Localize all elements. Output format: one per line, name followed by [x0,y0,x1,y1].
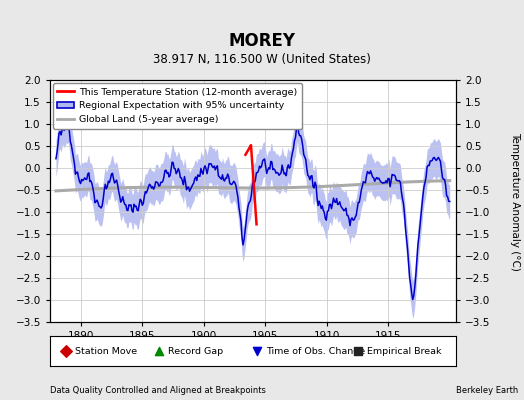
Text: Station Move: Station Move [75,346,137,356]
Text: 38.917 N, 116.500 W (United States): 38.917 N, 116.500 W (United States) [153,53,371,66]
Text: Data Quality Controlled and Aligned at Breakpoints: Data Quality Controlled and Aligned at B… [50,386,266,395]
Text: Empirical Break: Empirical Break [367,346,442,356]
Point [253,348,261,354]
Point [354,348,363,354]
Text: Record Gap: Record Gap [168,346,224,356]
Point [62,348,70,354]
Legend: This Temperature Station (12-month average), Regional Expectation with 95% uncer: This Temperature Station (12-month avera… [52,83,302,129]
Text: Berkeley Earth: Berkeley Earth [456,386,518,395]
Text: Time of Obs. Change: Time of Obs. Change [266,346,365,356]
Point [155,348,163,354]
Text: MOREY: MOREY [228,32,296,50]
Y-axis label: Temperature Anomaly (°C): Temperature Anomaly (°C) [510,132,520,270]
